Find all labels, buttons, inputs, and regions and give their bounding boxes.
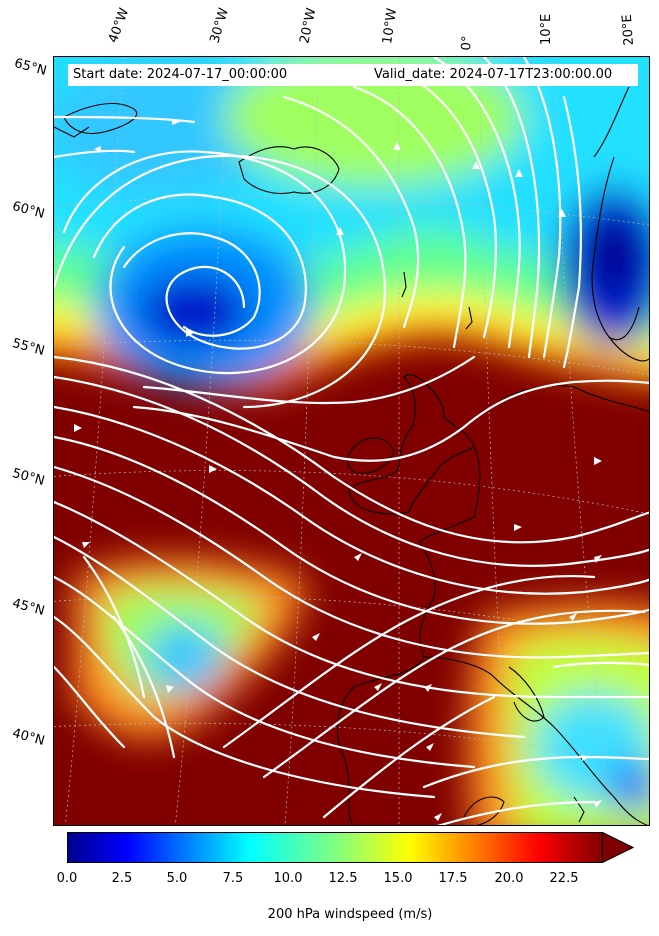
lat-label-45n: 45°N bbox=[10, 596, 47, 619]
lon-label-30w: 30°W bbox=[207, 6, 232, 46]
great-britain-coast bbox=[348, 373, 475, 515]
colorbar bbox=[67, 832, 634, 863]
lat-label-55n: 55°N bbox=[10, 336, 47, 359]
lon-label-20w: 20°W bbox=[297, 6, 320, 45]
lon-label-0: 0° bbox=[459, 35, 476, 51]
cbar-tick: 17.5 bbox=[438, 871, 468, 886]
cbar-tick: 7.5 bbox=[222, 871, 244, 886]
lat-label-65n: 65°N bbox=[12, 56, 49, 79]
map-panel bbox=[53, 56, 650, 826]
iceland-coast bbox=[238, 146, 340, 195]
colorbar-extend-arrow bbox=[602, 832, 634, 863]
colorbar-label: 200 hPa windspeed (m/s) bbox=[267, 907, 433, 922]
lat-label-40n: 40°N bbox=[10, 726, 47, 749]
cbar-tick: 22.5 bbox=[549, 871, 579, 886]
lon-label-40w: 40°W bbox=[105, 6, 133, 45]
lon-label-20e: 20°E bbox=[619, 13, 637, 47]
cbar-tick: 20.0 bbox=[494, 871, 524, 886]
start-date-label: Start date: 2024-07-17_00:00:00 bbox=[68, 64, 383, 86]
cbar-tick: 15.0 bbox=[383, 871, 413, 886]
lon-label-10w: 10°W bbox=[380, 7, 400, 45]
lon-label-10e: 10°E bbox=[539, 13, 554, 45]
cbar-tick: 2.5 bbox=[111, 871, 133, 886]
cbar-tick: 0.0 bbox=[56, 871, 78, 886]
cbar-tick: 12.5 bbox=[328, 871, 358, 886]
cbar-tick: 10.0 bbox=[273, 871, 303, 886]
windspeed-field bbox=[54, 57, 649, 825]
lat-label-50n: 50°N bbox=[10, 466, 47, 489]
graticule bbox=[54, 57, 649, 825]
cbar-tick: 5.0 bbox=[166, 871, 188, 886]
streamlines bbox=[54, 57, 649, 825]
colorbar-gradient bbox=[67, 832, 603, 863]
streamline-arrows bbox=[74, 119, 602, 821]
coastlines bbox=[54, 86, 649, 825]
lat-label-60n: 60°N bbox=[10, 199, 47, 222]
valid-date-label: Valid_date: 2024-07-17T23:00:00.00 bbox=[370, 64, 638, 86]
